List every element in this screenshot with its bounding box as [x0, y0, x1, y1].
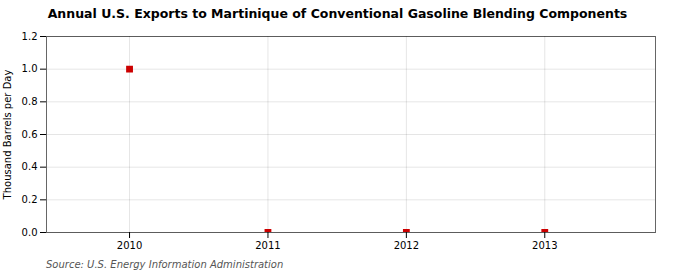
svg-text:0.8: 0.8	[22, 96, 38, 107]
svg-text:1.2: 1.2	[22, 31, 38, 42]
svg-text:2011: 2011	[255, 240, 280, 251]
svg-text:0.6: 0.6	[22, 129, 38, 140]
html-text:Source: U.S. Energy Informatio: Source: U.S. Energy Information Administ…	[46, 259, 284, 270]
svg-text:2013: 2013	[532, 240, 557, 251]
svg-text:0.4: 0.4	[22, 161, 38, 172]
svg-text:0.2: 0.2	[22, 194, 38, 205]
svg-text:1.0: 1.0	[22, 63, 38, 74]
svg-text:2012: 2012	[394, 240, 419, 251]
svg-text:0.0: 0.0	[22, 227, 38, 238]
html-text:Annual U.S. Exports to Martini: Annual U.S. Exports to Martinique of Con…	[47, 6, 628, 21]
svg-text:2010: 2010	[117, 240, 142, 251]
svg-text:Thousand Barrels per Day: Thousand Barrels per Day	[2, 70, 13, 201]
